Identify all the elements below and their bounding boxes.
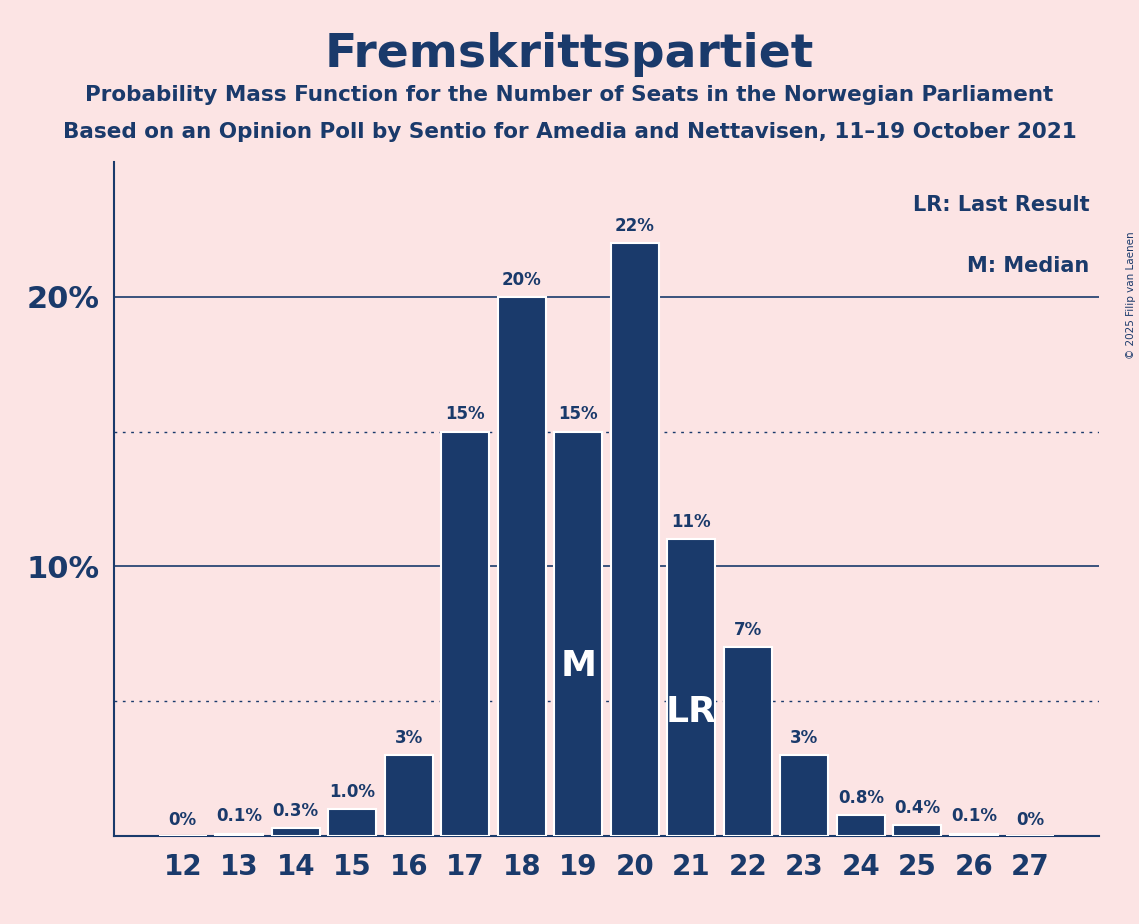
Text: Probability Mass Function for the Number of Seats in the Norwegian Parliament: Probability Mass Function for the Number…: [85, 85, 1054, 105]
Bar: [950, 833, 998, 836]
Text: Fremskrittspartiet: Fremskrittspartiet: [325, 32, 814, 78]
Bar: [555, 432, 603, 836]
Bar: [441, 432, 490, 836]
Text: 22%: 22%: [615, 216, 655, 235]
Text: 15%: 15%: [445, 406, 485, 423]
Text: 0.8%: 0.8%: [838, 788, 884, 807]
Text: 0%: 0%: [169, 811, 197, 830]
Bar: [272, 828, 320, 836]
Text: 7%: 7%: [734, 621, 762, 639]
Bar: [385, 755, 433, 836]
Bar: [780, 755, 828, 836]
Bar: [498, 297, 546, 836]
Text: 3%: 3%: [394, 729, 423, 748]
Text: M: Median: M: Median: [967, 256, 1089, 276]
Text: 1.0%: 1.0%: [329, 784, 375, 801]
Text: M: M: [560, 650, 596, 683]
Text: 0%: 0%: [1016, 811, 1044, 830]
Text: Based on an Opinion Poll by Sentio for Amedia and Nettavisen, 11–19 October 2021: Based on an Opinion Poll by Sentio for A…: [63, 122, 1076, 142]
Bar: [215, 833, 263, 836]
Bar: [328, 809, 376, 836]
Bar: [837, 815, 885, 836]
Text: LR: Last Result: LR: Last Result: [912, 196, 1089, 215]
Bar: [611, 243, 658, 836]
Text: 0.1%: 0.1%: [951, 808, 997, 825]
Text: 0.3%: 0.3%: [272, 802, 319, 820]
Text: 3%: 3%: [790, 729, 819, 748]
Text: LR: LR: [666, 695, 716, 728]
Text: 15%: 15%: [558, 406, 598, 423]
Bar: [723, 648, 772, 836]
Text: © 2025 Filip van Laenen: © 2025 Filip van Laenen: [1126, 231, 1136, 359]
Text: 0.4%: 0.4%: [894, 799, 941, 818]
Text: 11%: 11%: [672, 514, 711, 531]
Bar: [893, 825, 941, 836]
Bar: [667, 540, 715, 836]
Text: 20%: 20%: [502, 271, 542, 288]
Text: 0.1%: 0.1%: [216, 808, 262, 825]
